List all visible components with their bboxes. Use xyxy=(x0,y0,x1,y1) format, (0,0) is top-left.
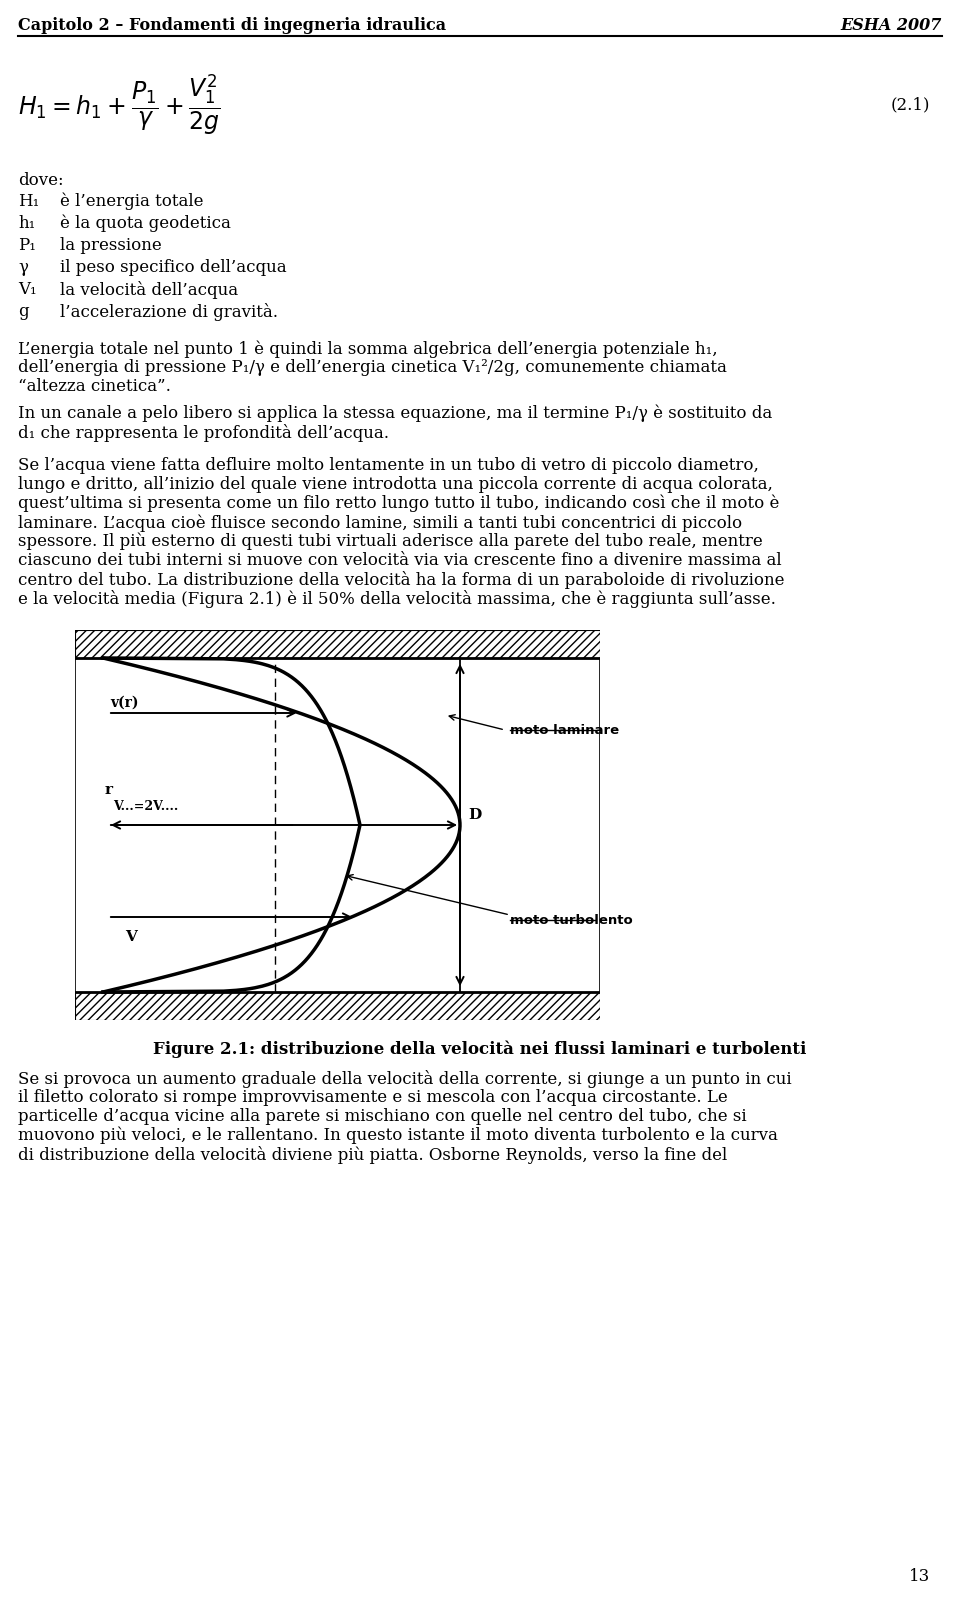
Text: h₁: h₁ xyxy=(18,215,36,232)
Text: (2.1): (2.1) xyxy=(891,96,930,114)
Text: γ: γ xyxy=(18,260,28,276)
Text: V₁: V₁ xyxy=(18,281,36,298)
Text: quest’ultima si presenta come un filo retto lungo tutto il tubo, indicando così : quest’ultima si presenta come un filo re… xyxy=(18,495,780,513)
Text: moto laminare: moto laminare xyxy=(510,723,619,736)
Text: di distribuzione della velocità diviene più piatta. Osborne Reynolds, verso la f: di distribuzione della velocità diviene … xyxy=(18,1146,728,1164)
Text: “altezza cinetica”.: “altezza cinetica”. xyxy=(18,378,171,394)
Text: D: D xyxy=(468,808,481,822)
Text: ESHA 2007: ESHA 2007 xyxy=(841,16,942,34)
Text: 13: 13 xyxy=(909,1568,930,1585)
Text: Figure 2.1: distribuzione della velocità nei flussi laminari e turbolenti: Figure 2.1: distribuzione della velocità… xyxy=(154,1040,806,1058)
Text: P₁: P₁ xyxy=(18,237,36,253)
Bar xyxy=(75,630,600,657)
Text: è l’energia totale: è l’energia totale xyxy=(60,192,204,210)
Text: ciascuno dei tubi interni si muove con velocità via via crescente fino a divenir: ciascuno dei tubi interni si muove con v… xyxy=(18,551,781,569)
Text: laminare. L’acqua cioè fluisce secondo lamine, simili a tanti tubi concentrici d: laminare. L’acqua cioè fluisce secondo l… xyxy=(18,515,742,532)
Text: la pressione: la pressione xyxy=(60,237,161,253)
Text: In un canale a pelo libero si applica la stessa equazione, ma il termine P₁/γ è : In un canale a pelo libero si applica la… xyxy=(18,406,772,423)
Text: Capitolo 2 – Fondamenti di ingegneria idraulica: Capitolo 2 – Fondamenti di ingegneria id… xyxy=(18,16,446,34)
Text: moto turbolento: moto turbolento xyxy=(510,914,633,927)
Text: d₁ che rappresenta le profondità dell’acqua.: d₁ che rappresenta le profondità dell’ac… xyxy=(18,425,389,442)
Text: l’accelerazione di gravità.: l’accelerazione di gravità. xyxy=(60,303,278,321)
Text: L’energia totale nel punto 1 è quindi la somma algebrica dell’energia potenziale: L’energia totale nel punto 1 è quindi la… xyxy=(18,340,718,357)
Text: Se si provoca un aumento graduale della velocità della corrente, si giunge a un : Se si provoca un aumento graduale della … xyxy=(18,1069,792,1088)
Text: particelle d’acqua vicine alla parete si mischiano con quelle nel centro del tub: particelle d’acqua vicine alla parete si… xyxy=(18,1108,747,1125)
Text: muovono più veloci, e le rallentano. In questo istante il moto diventa turbolent: muovono più veloci, e le rallentano. In … xyxy=(18,1127,778,1145)
Text: V...=2V....: V...=2V.... xyxy=(113,800,179,813)
Text: la velocità dell’acqua: la velocità dell’acqua xyxy=(60,281,238,300)
Text: H₁: H₁ xyxy=(18,192,39,210)
Text: dove:: dove: xyxy=(18,172,63,189)
Text: lungo e dritto, all’inizio del quale viene introdotta una piccola corrente di ac: lungo e dritto, all’inizio del quale vie… xyxy=(18,476,773,494)
Text: spessore. Il più esterno di questi tubi virtuali aderisce alla parete del tubo r: spessore. Il più esterno di questi tubi … xyxy=(18,534,763,550)
Text: e la velocità media (Figura 2.1) è il 50% della velocità massima, che è raggiunt: e la velocità media (Figura 2.1) è il 50… xyxy=(18,590,776,608)
Bar xyxy=(75,992,600,1020)
Text: V: V xyxy=(125,930,137,944)
Text: r: r xyxy=(105,782,113,797)
Text: è la quota geodetica: è la quota geodetica xyxy=(60,215,230,232)
Text: v(r): v(r) xyxy=(110,696,138,710)
Text: centro del tubo. La distribuzione della velocità ha la forma di un paraboloide d: centro del tubo. La distribuzione della … xyxy=(18,571,784,588)
Text: Se l’acqua viene fatta defluire molto lentamente in un tubo di vetro di piccolo : Se l’acqua viene fatta defluire molto le… xyxy=(18,457,758,474)
Text: dell’energia di pressione P₁/γ e dell’energia cinetica V₁²/2g, comunemente chiam: dell’energia di pressione P₁/γ e dell’en… xyxy=(18,359,727,377)
Text: g: g xyxy=(18,303,29,321)
Text: $H_1 = h_1 + \dfrac{P_1}{\gamma} + \dfrac{V_1^2}{2g}$: $H_1 = h_1 + \dfrac{P_1}{\gamma} + \dfra… xyxy=(18,72,221,138)
Text: il peso specifico dell’acqua: il peso specifico dell’acqua xyxy=(60,260,287,276)
Text: il filetto colorato si rompe improvvisamente e si mescola con l’acqua circostant: il filetto colorato si rompe improvvisam… xyxy=(18,1088,728,1106)
